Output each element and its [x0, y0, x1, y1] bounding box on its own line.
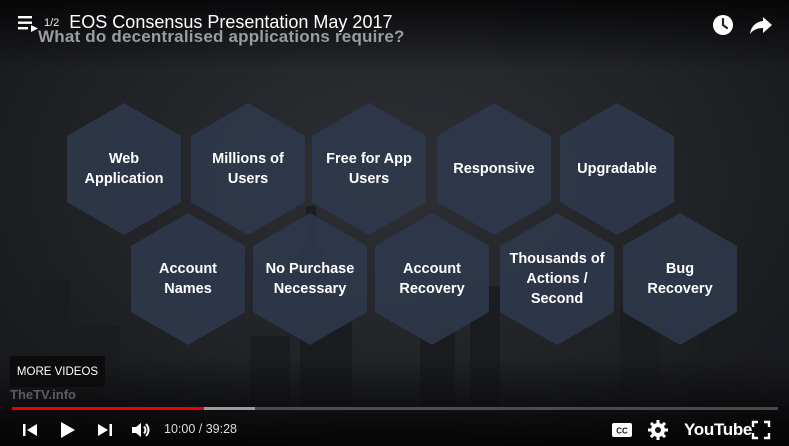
video-title[interactable]: EOS Consensus Presentation May 2017 [69, 12, 393, 32]
top-right-actions [711, 13, 773, 37]
slide-heading: What do decentralised applications requi… [38, 27, 405, 46]
skip-next-icon[interactable] [93, 418, 117, 442]
hexagon-millions-of-users: Millions of Users [191, 103, 305, 235]
hexagon-label: Free for App Users [326, 151, 412, 187]
time-display: 10:00 / 39:28 [164, 422, 237, 436]
cc-icon[interactable]: CC [610, 418, 634, 442]
fullscreen-icon[interactable] [749, 418, 773, 442]
title-bar: 1/2 EOS Consensus Presentation May 2017 [18, 12, 392, 33]
hexagon-thousands-of-actions: Thousands of Actions / Second [500, 213, 614, 345]
hexagon-web-application: Web Application [67, 103, 181, 235]
hexagon-responsive: Responsive [437, 103, 551, 235]
watermark-logo: TheTV.info [10, 387, 76, 402]
playlist-icon[interactable] [18, 14, 38, 32]
hexagon-shape [623, 213, 737, 345]
hexagon-account-names: Account Names [131, 213, 245, 345]
clock-icon[interactable] [711, 13, 735, 37]
gear-icon[interactable] [646, 418, 670, 442]
hexagon-label: Account Names [159, 261, 217, 297]
hexagon-label: No Purchase Necessary [265, 261, 355, 297]
hexagon-shape [560, 103, 674, 235]
hexagon-label: Bug Recovery [647, 261, 713, 297]
hexagon-shape [191, 103, 305, 235]
progress-bar[interactable] [12, 407, 778, 410]
hexagon-label: Account Recovery [399, 261, 465, 297]
hexagon-shape [131, 213, 245, 345]
hexagon-label: Responsive [453, 161, 535, 177]
progress-played [12, 407, 204, 410]
hexagon-account-recovery: Account Recovery [375, 213, 489, 345]
hexagon-shape [253, 213, 367, 345]
hexagon-label: Thousands of Actions / Second [509, 251, 605, 307]
control-bar: 10:00 / 39:28 CC YouTube [0, 414, 789, 446]
svg-text:CC: CC [616, 427, 628, 436]
skip-previous-icon[interactable] [18, 418, 42, 442]
volume-icon[interactable] [129, 418, 153, 442]
top-gradient [0, 0, 789, 70]
hexagon-free-for-app-users: Free for App Users [312, 103, 426, 235]
hexagon-shape [67, 103, 181, 235]
hexagon-label: Millions of Users [212, 151, 284, 187]
hexagon-no-purchase-necessary: No Purchase Necessary [253, 213, 367, 345]
share-arrow-icon[interactable] [749, 13, 773, 37]
hexagon-shape [437, 103, 551, 235]
youtube-logo[interactable]: YouTube [684, 420, 753, 439]
hexagon-shape [312, 103, 426, 235]
play-icon[interactable] [55, 418, 79, 442]
hexagon-upgradable: Upgradable [560, 103, 674, 235]
more-videos-button[interactable]: MORE VIDEOS [10, 356, 105, 387]
playlist-count: 1/2 [44, 16, 60, 29]
hexagon-shape [500, 213, 614, 345]
hexagon-shape [375, 213, 489, 345]
hexagon-label: Web Application [84, 151, 164, 187]
hexagon-label: Upgradable [577, 161, 657, 177]
hexagon-bug-recovery: Bug Recovery [623, 213, 737, 345]
